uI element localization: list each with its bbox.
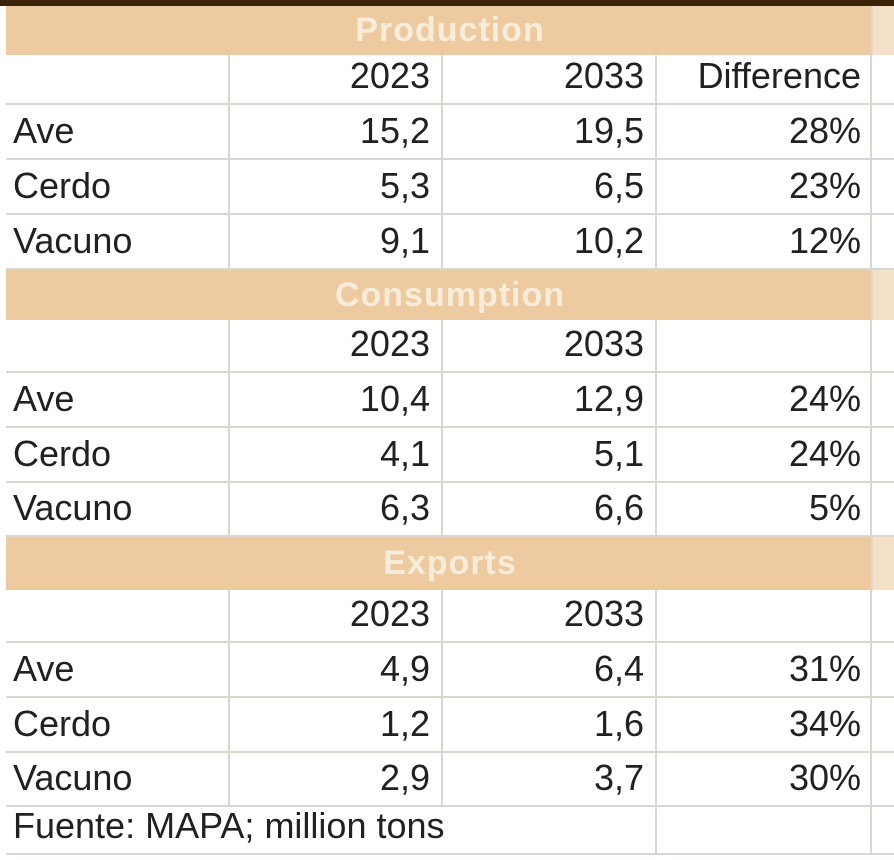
sliver-cell (872, 215, 894, 270)
difference-header[interactable]: Difference (657, 55, 872, 105)
value-difference[interactable]: 30% (657, 753, 872, 807)
year-header-2033[interactable]: 2033 (443, 590, 657, 643)
value-difference[interactable]: 34% (657, 698, 872, 753)
table-row-consumption-cerdo: Cerdo 4,1 5,1 24% (6, 428, 894, 483)
value-2033[interactable]: 12,9 (443, 373, 657, 428)
sliver-cell (872, 807, 894, 855)
row-label[interactable]: Cerdo (6, 160, 230, 215)
table-row-exports-ave: Ave 4,9 6,4 31% (6, 643, 894, 698)
year-header-2023[interactable]: 2023 (230, 320, 443, 373)
sliver-cell (872, 643, 894, 698)
value-2023[interactable]: 4,9 (230, 643, 443, 698)
sliver-cell (872, 105, 894, 160)
value-difference[interactable]: 23% (657, 160, 872, 215)
value-difference[interactable]: 12% (657, 215, 872, 270)
value-2033[interactable]: 3,7 (443, 753, 657, 807)
band-right-sliver (871, 270, 894, 320)
value-2023[interactable]: 2,9 (230, 753, 443, 807)
row-label[interactable]: Vacuno (6, 215, 230, 270)
table-row-production-cerdo: Cerdo 5,3 6,5 23% (6, 160, 894, 215)
value-2033[interactable]: 6,6 (443, 483, 657, 537)
top-border-bar (0, 0, 894, 6)
row-label[interactable]: Ave (6, 105, 230, 160)
value-2023[interactable]: 4,1 (230, 428, 443, 483)
sliver-cell (872, 320, 894, 373)
empty-corner-cell[interactable] (6, 320, 230, 373)
table-row-production-ave: Ave 15,2 19,5 28% (6, 105, 894, 160)
value-difference[interactable]: 28% (657, 105, 872, 160)
empty-corner-cell[interactable] (6, 55, 230, 105)
table-row-consumption-vacuno: Vacuno 6,3 6,6 5% (6, 483, 894, 537)
row-label[interactable]: Cerdo (6, 698, 230, 753)
value-2033[interactable]: 6,5 (443, 160, 657, 215)
sliver-cell (872, 55, 894, 105)
section-title: Exports (383, 544, 517, 582)
value-2033[interactable]: 6,4 (443, 643, 657, 698)
row-label[interactable]: Cerdo (6, 428, 230, 483)
table-row-production-vacuno: Vacuno 9,1 10,2 12% (6, 215, 894, 270)
row-label[interactable]: Vacuno (6, 753, 230, 807)
table-row-consumption-ave: Ave 10,4 12,9 24% (6, 373, 894, 428)
year-header-2033[interactable]: 2033 (443, 320, 657, 373)
section-header-exports[interactable]: Exports (6, 537, 894, 590)
value-2033[interactable]: 5,1 (443, 428, 657, 483)
empty-corner-cell[interactable] (6, 590, 230, 643)
value-2023[interactable]: 10,4 (230, 373, 443, 428)
section-header-consumption[interactable]: Consumption (6, 270, 894, 320)
band-right-sliver (871, 537, 894, 590)
value-2023[interactable]: 5,3 (230, 160, 443, 215)
row-label[interactable]: Vacuno (6, 483, 230, 537)
section-header-production[interactable]: Production (6, 6, 894, 55)
table-row-source: Fuente: MAPA; million tons (6, 807, 894, 855)
table-row-exports-cerdo: Cerdo 1,2 1,6 34% (6, 698, 894, 753)
table-row-production-years: 2023 2033 Difference (6, 55, 894, 105)
value-2033[interactable]: 1,6 (443, 698, 657, 753)
sliver-cell (872, 373, 894, 428)
value-2023[interactable]: 1,2 (230, 698, 443, 753)
value-difference[interactable]: 31% (657, 643, 872, 698)
value-2023[interactable]: 6,3 (230, 483, 443, 537)
sliver-cell (872, 483, 894, 537)
sliver-cell (872, 753, 894, 807)
sliver-cell (872, 698, 894, 753)
row-label[interactable]: Ave (6, 373, 230, 428)
value-difference[interactable]: 5% (657, 483, 872, 537)
table-row-exports-years: 2023 2033 (6, 590, 894, 643)
empty-header-cell[interactable] (657, 320, 872, 373)
row-label[interactable]: Ave (6, 643, 230, 698)
value-2023[interactable]: 9,1 (230, 215, 443, 270)
year-header-2023[interactable]: 2023 (230, 55, 443, 105)
sliver-cell (872, 590, 894, 643)
section-title: Consumption (334, 275, 566, 314)
sliver-cell (872, 428, 894, 483)
band-right-sliver (871, 6, 894, 55)
table-row-exports-vacuno: Vacuno 2,9 3,7 30% (6, 753, 894, 807)
value-difference[interactable]: 24% (657, 373, 872, 428)
empty-header-cell[interactable] (657, 590, 872, 643)
year-header-2023[interactable]: 2023 (230, 590, 443, 643)
year-header-2033[interactable]: 2033 (443, 55, 657, 105)
value-2023[interactable]: 15,2 (230, 105, 443, 160)
data-table: Production 2023 2033 Difference Ave 15,2… (6, 6, 894, 855)
table-row-consumption-years: 2023 2033 (6, 320, 894, 373)
value-2033[interactable]: 19,5 (443, 105, 657, 160)
value-2033[interactable]: 10,2 (443, 215, 657, 270)
source-note[interactable]: Fuente: MAPA; million tons (6, 807, 657, 855)
section-title: Production (355, 11, 545, 49)
value-difference[interactable]: 24% (657, 428, 872, 483)
sliver-cell (872, 160, 894, 215)
empty-cell[interactable] (657, 807, 872, 855)
